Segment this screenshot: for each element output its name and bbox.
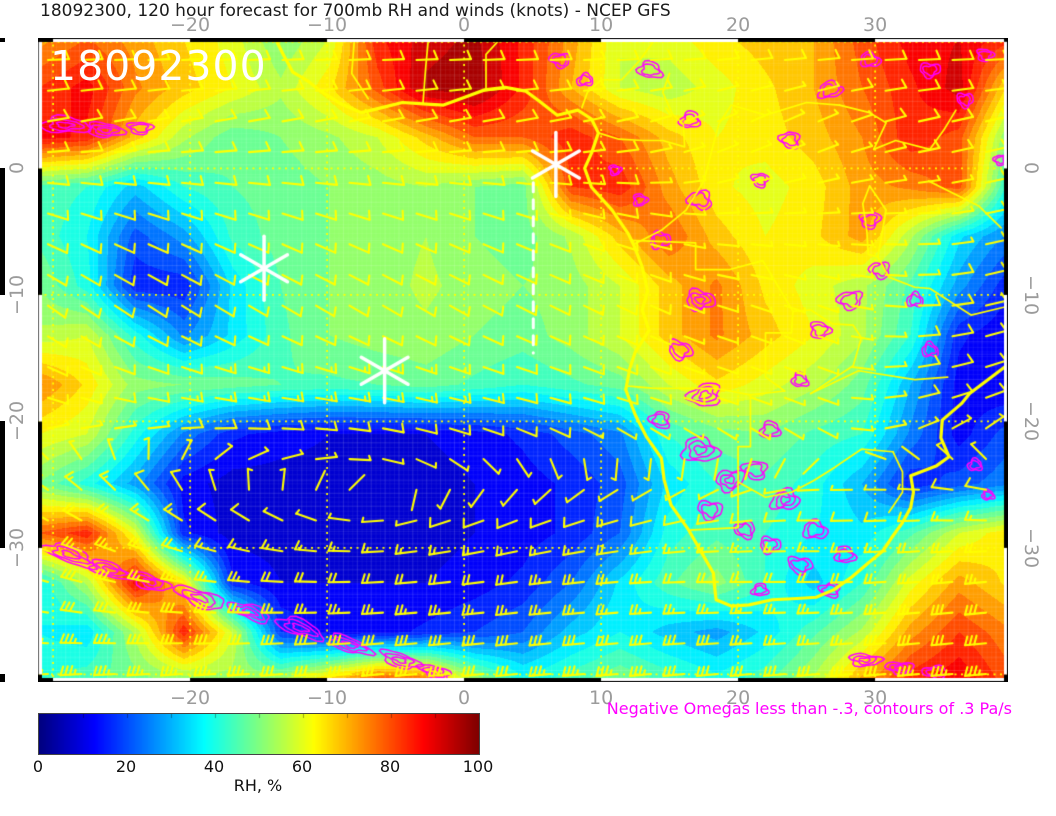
edge-tick-bar xyxy=(0,168,5,295)
map-canvas xyxy=(38,38,1008,682)
lon-tick-bottom: 20 xyxy=(726,687,751,709)
lat-tick-right: 0 xyxy=(1020,162,1042,175)
lon-tick-bottom: 10 xyxy=(588,687,614,709)
lat-tick-left: 0 xyxy=(6,162,28,175)
lat-tick-left: −10 xyxy=(6,274,28,315)
lat-tick-right: −20 xyxy=(1020,401,1042,442)
page-title: 18092300, 120 hour forecast for 700mb RH… xyxy=(40,1,671,21)
lon-tick-top: −10 xyxy=(307,14,348,36)
colorbar-tick-label: 0 xyxy=(32,757,44,776)
colorbar-tick-label: 40 xyxy=(203,757,225,776)
run-id-overlay: 18092300 xyxy=(50,42,267,90)
lat-tick-left: −20 xyxy=(6,401,28,442)
lon-tick-top: −20 xyxy=(170,14,211,36)
edge-tick-bar xyxy=(0,38,5,42)
lat-tick-right: −30 xyxy=(1020,527,1042,568)
edge-tick-bar xyxy=(0,674,5,682)
colorbar xyxy=(38,713,480,755)
omega-annotation: Negative Omegas less than -.3, contours … xyxy=(606,699,1012,718)
lon-tick-bottom: 30 xyxy=(863,687,888,709)
lon-tick-bottom: −20 xyxy=(170,687,211,709)
colorbar-tick-label: 100 xyxy=(462,757,494,776)
colorbar-tick-label: 80 xyxy=(379,757,401,776)
edge-tick-bar xyxy=(0,421,5,548)
lon-tick-top: 0 xyxy=(458,14,471,36)
colorbar-unit-label: RH, % xyxy=(233,776,283,795)
colorbar-tick-label: 60 xyxy=(291,757,313,776)
lon-tick-bottom: −10 xyxy=(307,687,348,709)
colorbar-tick-label: 20 xyxy=(115,757,137,776)
lon-tick-top: 30 xyxy=(863,14,888,36)
lat-tick-left: −30 xyxy=(6,527,28,568)
lon-tick-bottom: 0 xyxy=(458,687,471,709)
lat-tick-right: −10 xyxy=(1020,274,1042,315)
lon-tick-top: 20 xyxy=(726,14,751,36)
lon-tick-top: 10 xyxy=(588,14,614,36)
